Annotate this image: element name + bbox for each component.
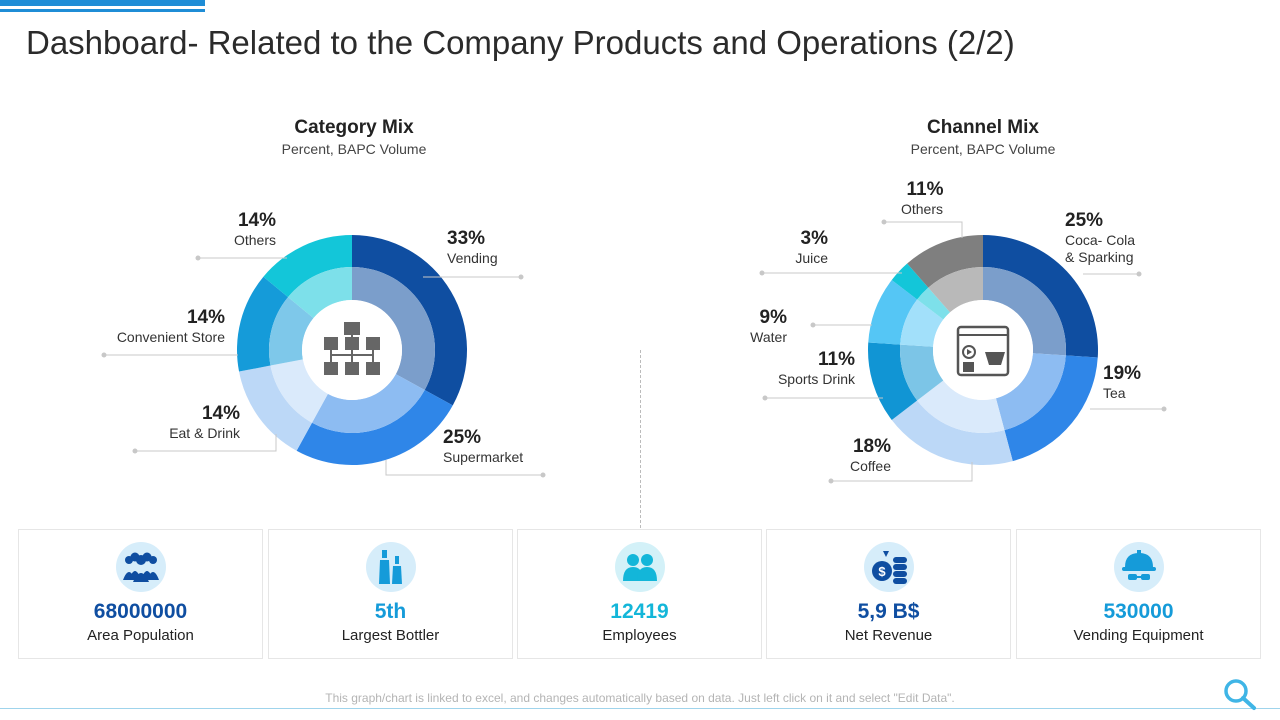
tea-pct: 19% xyxy=(1103,363,1141,384)
bottles-icon xyxy=(365,542,416,592)
sports-drink-pct: 11% xyxy=(818,349,855,370)
channel-slice-sports-drink-inner[interactable] xyxy=(900,344,944,401)
vending-label: Vending xyxy=(447,250,498,266)
callout-convenient-store: 14% Convenient Store xyxy=(101,307,238,358)
coffee-label: Coffee xyxy=(850,458,891,474)
kpi-card-area-population: 68000000 Area Population xyxy=(18,529,263,659)
employees-value: 12419 xyxy=(610,600,669,623)
vending-equipment-label: Vending Equipment xyxy=(1073,627,1204,644)
channel-mix-subtitle: Percent, BAPC Volume xyxy=(910,141,1056,157)
largest-bottler-label: Largest Bottler xyxy=(341,627,440,644)
top-accent-line xyxy=(0,9,205,12)
convenient-store-pct: 14% xyxy=(187,307,225,328)
net-revenue-value: 5,9 B$ xyxy=(857,600,920,623)
search-icon[interactable] xyxy=(1220,676,1260,712)
channel-mix-title: Channel Mix xyxy=(927,117,1039,138)
callout-sports-drink: 11% Sports Drink xyxy=(762,349,883,401)
coins-icon: $ xyxy=(863,542,914,592)
channel-slice-sports-drink[interactable] xyxy=(867,342,918,421)
juice-label: Juice xyxy=(795,250,828,266)
data-footnote: This graph/chart is linked to excel, and… xyxy=(325,691,955,705)
kpi-card-largest-bottler: 5th Largest Bottler xyxy=(268,529,513,659)
others-category-pct: 14% xyxy=(238,210,276,231)
juice-pct: 3% xyxy=(801,228,829,249)
area-population-value: 68000000 xyxy=(93,600,188,623)
employees-icon xyxy=(614,542,665,592)
callout-supermarket: 25% Supermarket xyxy=(385,427,546,478)
callout-coca-cola: 25% Coca- Cola & Sparking xyxy=(1065,210,1142,277)
category-slice-convenient-store-inner[interactable] xyxy=(269,297,314,366)
water-pct: 9% xyxy=(760,307,788,328)
employees-label: Employees xyxy=(602,627,677,644)
supermarket-pct: 25% xyxy=(443,427,481,448)
channel-mix-header: Channel Mix Percent, BAPC Volume xyxy=(833,117,1133,157)
channel-slice-tea-inner[interactable] xyxy=(995,353,1066,431)
coca-cola-pct: 25% xyxy=(1065,210,1103,231)
category-slice-vending-inner[interactable] xyxy=(352,267,436,390)
kpi-card-employees: 12419 Employees xyxy=(517,529,762,659)
category-slice-others-inner[interactable] xyxy=(288,267,352,319)
channel-slice-others-inner[interactable] xyxy=(928,267,983,313)
others-channel-pct: 11% xyxy=(907,179,944,200)
section-divider xyxy=(640,350,641,528)
media-shop-icon xyxy=(956,325,1010,377)
vending-pct: 33% xyxy=(447,228,485,249)
top-accent-bar xyxy=(0,0,205,6)
callout-others-channel: 11% Others xyxy=(881,179,963,238)
category-mix-header: Category Mix Percent, BAPC Volume xyxy=(204,117,504,157)
eat-drink-label: Eat & Drink xyxy=(169,425,241,441)
category-slice-others[interactable] xyxy=(263,235,352,298)
largest-bottler-value: 5th xyxy=(374,600,407,623)
worker-helmet-icon xyxy=(1113,542,1164,592)
category-slice-vending[interactable] xyxy=(352,235,467,406)
category-mix-title: Category Mix xyxy=(294,117,414,138)
coffee-pct: 18% xyxy=(853,436,891,457)
others-channel-label: Others xyxy=(901,201,943,217)
channel-slice-coffee[interactable] xyxy=(891,400,1013,465)
channel-slice-juice-inner[interactable] xyxy=(917,287,951,320)
callout-tea: 19% Tea xyxy=(1090,363,1167,412)
kpi-card-vending-equipment: 530000 Vending Equipment xyxy=(1016,529,1261,659)
category-mix-subtitle: Percent, BAPC Volume xyxy=(281,141,427,157)
net-revenue-label: Net Revenue xyxy=(844,627,933,644)
bottom-accent-line xyxy=(0,708,1280,709)
channel-slice-coffee-inner[interactable] xyxy=(917,380,1005,434)
tea-label: Tea xyxy=(1103,385,1126,401)
category-slice-supermarket[interactable] xyxy=(296,389,453,465)
channel-slice-coca-cola-sparking-inner[interactable] xyxy=(983,267,1066,356)
category-slice-eat-drink-inner[interactable] xyxy=(270,359,328,423)
channel-slice-others[interactable] xyxy=(907,235,983,288)
hierarchy-icon xyxy=(324,322,380,375)
water-label: Water xyxy=(750,329,787,345)
callout-coffee: 18% Coffee xyxy=(828,436,973,484)
page-title: Dashboard- Related to the Company Produc… xyxy=(26,24,1015,61)
vending-equipment-value: 530000 xyxy=(1103,600,1174,623)
others-category-label: Others xyxy=(234,232,276,248)
donut-charts: 33% Vending 25% Supermarket 14% Eat & Dr… xyxy=(101,179,1167,484)
kpi-card-net-revenue: $ 5,9 B$ Net Revenue xyxy=(766,529,1011,659)
sports-drink-label: Sports Drink xyxy=(778,371,856,387)
callout-water: 9% Water xyxy=(750,307,872,345)
channel-slice-water-inner[interactable] xyxy=(900,299,944,347)
coca-cola-label-line1: Coca- Cola xyxy=(1065,232,1135,248)
area-population-label: Area Population xyxy=(87,627,194,644)
category-slice-convenient-store[interactable] xyxy=(237,276,289,372)
eat-drink-pct: 14% xyxy=(202,403,240,424)
category-slice-eat-drink[interactable] xyxy=(239,365,313,451)
callout-eat-drink: 14% Eat & Drink xyxy=(132,403,277,454)
channel-slice-water[interactable] xyxy=(868,279,918,345)
coca-cola-label-line2: & Sparking xyxy=(1065,249,1133,265)
callout-juice: 3% Juice xyxy=(759,228,902,276)
channel-slice-coca-cola-sparking[interactable] xyxy=(983,235,1098,358)
people-group-icon xyxy=(115,542,166,592)
channel-slice-tea[interactable] xyxy=(1004,355,1098,462)
callout-others-category: 14% Others xyxy=(195,210,287,261)
svg-text:$: $ xyxy=(878,564,886,579)
supermarket-label: Supermarket xyxy=(443,449,523,465)
callout-vending: 33% Vending xyxy=(423,228,524,280)
convenient-store-label: Convenient Store xyxy=(117,329,225,345)
category-slice-supermarket-inner[interactable] xyxy=(312,374,425,434)
